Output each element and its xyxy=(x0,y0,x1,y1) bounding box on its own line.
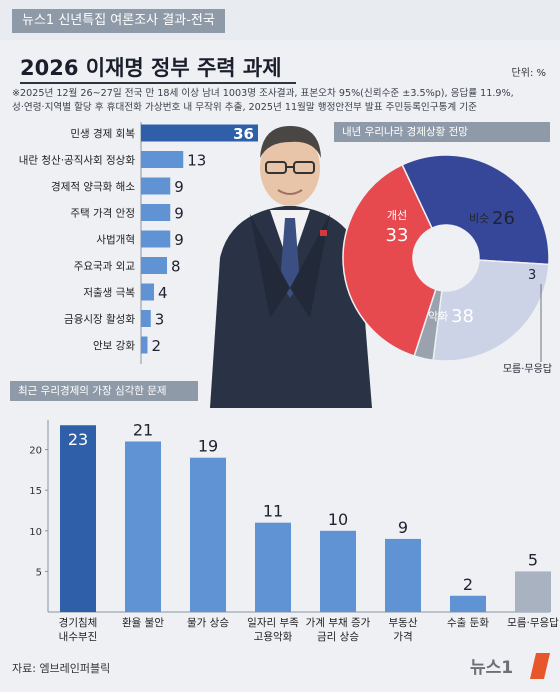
hbar-label: 저출생 극복 xyxy=(83,287,135,299)
title-underline xyxy=(20,82,296,84)
hbar-label: 내란 청산·공직사회 정상화 xyxy=(19,155,136,167)
vbar-value: 23 xyxy=(68,430,88,449)
hbar-value: 9 xyxy=(174,231,184,249)
top-bar: 뉴스1 신년특집 여론조사 결과-전국 xyxy=(0,0,560,40)
hbar-bar xyxy=(141,257,167,274)
hbar-value: 36 xyxy=(233,125,254,143)
vbar-bar xyxy=(450,595,486,612)
vbar-category-label: 수출 둔화 xyxy=(447,617,489,629)
logo-text: 뉴스1 xyxy=(470,658,513,678)
bottom-chart-title: 최근 우리경제의 가장 심각한 문제 xyxy=(10,381,198,401)
vbar-category-label: 모름·무응답 xyxy=(507,617,559,629)
series-tag: 뉴스1 신년특집 여론조사 결과-전국 xyxy=(12,9,225,33)
hbar-bar xyxy=(141,310,151,327)
politician-photo xyxy=(210,126,372,408)
vbar-value: 19 xyxy=(198,437,218,456)
vbar-category-label: 가계 부채 증가 xyxy=(306,617,371,629)
survey-note-line-1: ※2025년 12월 26~27일 전국 만 18세 이상 남녀 1003명 조… xyxy=(12,88,514,99)
survey-note: ※2025년 12월 26~27일 전국 만 18세 이상 남녀 1003명 조… xyxy=(12,87,552,115)
hbar-label: 주요국과 외교 xyxy=(74,261,136,273)
hbar-value: 3 xyxy=(155,311,165,329)
hbar-value: 2 xyxy=(152,337,162,355)
pie-value: 3 xyxy=(528,268,536,283)
vbar-bar xyxy=(515,571,551,612)
vbar-category-label: 금리 상승 xyxy=(317,631,359,643)
vbar-value: 11 xyxy=(263,502,283,521)
vbar-category-label: 경기침체 xyxy=(59,616,98,629)
vbar-category-label: 고용악화 xyxy=(254,631,293,643)
pie-value: 26 xyxy=(492,208,515,229)
survey-note-line-2: 성·연령·지역별 할당 후 휴대전화 가상번호 내 무작위 추출, 2025년 … xyxy=(12,102,477,113)
hbar-value: 4 xyxy=(158,284,168,302)
vbar-category-label: 부동산 xyxy=(389,617,418,629)
hbar-bar xyxy=(141,283,154,301)
pie-label: 비슷 xyxy=(469,212,489,225)
hbar-value: 9 xyxy=(174,178,184,196)
pie-label: 악화 xyxy=(428,310,448,323)
hbar-label: 주택 가격 안정 xyxy=(70,207,135,220)
hbar-label: 안보 강화 xyxy=(93,340,135,352)
hbar-label: 민생 경제 회복 xyxy=(70,127,135,140)
pie-title: 내년 우리나라 경제상황 전망 xyxy=(334,122,550,142)
vbar-bar xyxy=(320,530,356,612)
hbar-bar xyxy=(141,230,171,248)
unit-label: 단위: % xyxy=(511,68,546,79)
vbar-bar xyxy=(125,441,161,612)
pie-label: 모름·무응답 xyxy=(503,363,552,375)
vbar-bar xyxy=(190,457,226,612)
hbar-label: 금융시장 활성화 xyxy=(64,313,135,326)
hbar-label: 사법개혁 xyxy=(96,234,135,246)
vbar-category-label: 내수부진 xyxy=(59,631,98,643)
pie-value: 33 xyxy=(386,225,409,246)
vbar-category-label: 환율 불안 xyxy=(122,617,164,629)
vbar-value: 5 xyxy=(528,550,538,569)
pie-slice xyxy=(432,259,550,362)
vbar-tick-label: 15 xyxy=(29,486,42,497)
hbar-value: 13 xyxy=(187,152,206,170)
vbar-category-label: 물가 상승 xyxy=(187,617,229,629)
vbar-value: 21 xyxy=(133,420,153,439)
vbar-bar xyxy=(385,538,421,612)
pie-slice xyxy=(342,163,437,357)
hbar-value: 8 xyxy=(171,258,181,276)
hbar-bar xyxy=(141,204,171,221)
pie-slice xyxy=(401,154,550,266)
hbar-value: 9 xyxy=(174,205,184,223)
hbar-bar xyxy=(141,151,184,168)
hbar-bar xyxy=(141,336,148,354)
hbar-label: 경제적 양극화 해소 xyxy=(51,180,135,193)
source-note: 자료: 엠브레인퍼블릭 xyxy=(12,662,111,675)
vbar-value: 10 xyxy=(328,510,348,529)
vbar-category-label: 일자리 부족 xyxy=(247,616,299,629)
hbar-bar xyxy=(141,124,258,142)
vbar-value: 9 xyxy=(398,518,408,537)
vbar-value: 2 xyxy=(463,575,473,594)
vbar-tick-label: 20 xyxy=(29,446,42,457)
page-title: 2026 이재명 정부 주력 과제 xyxy=(20,56,282,80)
vbar-bar xyxy=(60,425,96,612)
news1-logo: 뉴스1 xyxy=(470,653,550,679)
pie-label: 개선 xyxy=(387,209,407,222)
vbar-bar xyxy=(255,522,291,612)
vbar-category-label: 가격 xyxy=(393,630,412,643)
pie-value: 38 xyxy=(451,306,474,327)
vbar-tick-label: 5 xyxy=(36,567,42,578)
hbar-bar xyxy=(141,177,171,195)
vbar-tick-label: 10 xyxy=(29,527,42,538)
